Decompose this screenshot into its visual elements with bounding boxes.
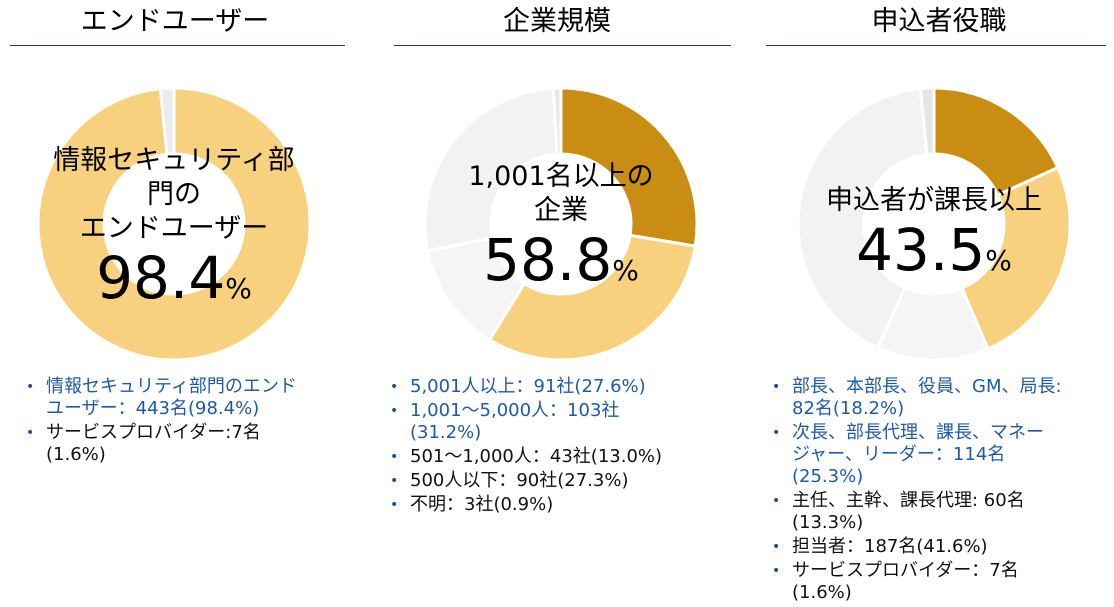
donut-slice <box>796 87 929 350</box>
center-value: 43.5% <box>778 218 1090 293</box>
donut-slice <box>487 233 697 362</box>
donut-slice <box>959 165 1072 351</box>
bullet-icon: • <box>26 379 35 395</box>
center-value-unit: % <box>612 254 639 287</box>
title-divider <box>10 45 345 46</box>
bullet-icon: • <box>390 497 399 513</box>
legend-text: 不明：3社(0.9%) <box>410 494 554 515</box>
bullet-icon: • <box>772 425 781 441</box>
legend-item: • サービスプロバイダー:7名 (1.6%) <box>20 422 350 466</box>
legend-text: 500人以下：90社(27.3%) <box>410 470 629 491</box>
legend-item: • 情報セキュリティ部門のエンド ユーザー：443名(98.4%) <box>20 376 350 420</box>
legend-item: • 部長、本部長、役員、GM、局長: 82名(18.2%) <box>766 376 1111 420</box>
legend-text: 5,001人以上：91社(27.6%) <box>410 376 646 397</box>
chart-title: 企業規模 <box>503 6 611 37</box>
legend-item: • 次長、部長代理、課長、マネー ジャー、リーダー：114名 (25.3%) <box>766 422 1111 488</box>
donut-svg <box>36 86 312 362</box>
bullet-icon: • <box>26 425 35 441</box>
legend-text: 情報セキュリティ部門のエンド ユーザー：443名(98.4%) <box>46 376 297 419</box>
bullet-icon: • <box>390 379 399 395</box>
center-label: 1,001名以上の 企業 <box>468 161 654 226</box>
donut-center: 1,001名以上の 企業 58.8% <box>405 160 717 303</box>
legend-text: サービスプロバイダー：7名 (1.6%) <box>792 560 1019 603</box>
center-value: 58.8% <box>405 228 717 303</box>
legend-text: 次長、部長代理、課長、マネー ジャー、リーダー：114名 (25.3%) <box>792 422 1044 487</box>
center-value-unit: % <box>225 272 252 305</box>
chart-title: エンドユーザー <box>80 6 270 37</box>
center-value: 98.4% <box>18 246 330 321</box>
donut-slice <box>158 86 176 156</box>
legend-text: 部長、本部長、役員、GM、局長: 82名(18.2%) <box>792 376 1062 419</box>
chart-panel-company-size: 企業規模 1,001名以上の 企業 58.8% • 5,001人以上：91社(27… <box>382 0 732 607</box>
center-label: 情報セキュリティ部 門の エンドユーザー <box>53 145 295 244</box>
donut-svg <box>796 86 1072 362</box>
bullet-icon: • <box>772 539 781 555</box>
legend-text: 1,001～5,000人：103社 (31.2%) <box>410 400 620 443</box>
bullet-icon: • <box>390 403 399 419</box>
legend-list: • 情報セキュリティ部門のエンド ユーザー：443名(98.4%) • サービスプロバ… <box>20 376 350 468</box>
bullet-icon: • <box>390 449 399 465</box>
legend-item: • 不明：3社(0.9%) <box>384 494 729 516</box>
bullet-icon: • <box>772 379 781 395</box>
legend-text: 担当者：187名(41.6%) <box>792 536 988 557</box>
donut-chart: 情報セキュリティ部 門の エンドユーザー 98.4% <box>36 86 312 362</box>
center-value-number: 58.8 <box>483 226 613 294</box>
bullet-icon: • <box>772 563 781 579</box>
legend-text: サービスプロバイダー:7名 (1.6%) <box>46 422 261 465</box>
title-divider <box>766 45 1106 46</box>
center-value-unit: % <box>985 244 1012 277</box>
donut-center: 申込者が課長以上 43.5% <box>778 184 1090 293</box>
donut-slice <box>551 86 563 156</box>
legend-item: • 500人以下：90社(27.3%) <box>384 470 729 492</box>
donut-slice <box>932 86 1060 197</box>
center-label: 申込者が課長以上 <box>826 185 1042 216</box>
donut-chart: 申込者が課長以上 43.5% <box>796 86 1072 362</box>
legend-list: • 部長、本部長、役員、GM、局長: 82名(18.2%) • 次長、部長代理、課長、… <box>766 376 1111 606</box>
legend-item: • 担当者：187名(41.6%) <box>766 536 1111 558</box>
bullet-icon: • <box>772 493 781 509</box>
legend-item: • サービスプロバイダー：7名 (1.6%) <box>766 560 1111 604</box>
donut-slice <box>423 86 559 253</box>
center-value-number: 43.5 <box>856 216 986 284</box>
chart-panel-end-user: エンドユーザー 情報セキュリティ部 門の エンドユーザー 98.4% • 情報セキ… <box>0 0 350 607</box>
legend-item: • 5,001人以上：91社(27.6%) <box>384 376 729 398</box>
donut-chart: 1,001名以上の 企業 58.8% <box>423 86 699 362</box>
legend-item: • 主任、主幹、課長代理: 60名 (13.3%) <box>766 490 1111 534</box>
legend-item: • 501～1,000人：43社(13.0%) <box>384 446 729 468</box>
title-divider <box>394 45 731 46</box>
donut-slice <box>36 86 312 362</box>
legend-text: 501～1,000人：43社(13.0%) <box>410 446 663 467</box>
donut-center: 情報セキュリティ部 門の エンドユーザー 98.4% <box>18 144 330 321</box>
legend-text: 主任、主幹、課長代理: 60名 (13.3%) <box>792 490 1025 533</box>
chart-title: 申込者役職 <box>871 6 1007 37</box>
donut-svg <box>423 86 699 362</box>
legend-list: • 5,001人以上：91社(27.6%) • 1,001～5,000人：103社 (… <box>384 376 729 518</box>
donut-slice <box>559 86 699 248</box>
donut-slice <box>918 86 936 156</box>
legend-item: • 1,001～5,000人：103社 (31.2%) <box>384 400 729 444</box>
center-value-number: 98.4 <box>96 244 226 312</box>
bullet-icon: • <box>390 473 399 489</box>
chart-panel-applicant-position: 申込者役職 申込者が課長以上 43.5% • 部長、本部長、役員、GM、局長: 8… <box>764 0 1114 607</box>
